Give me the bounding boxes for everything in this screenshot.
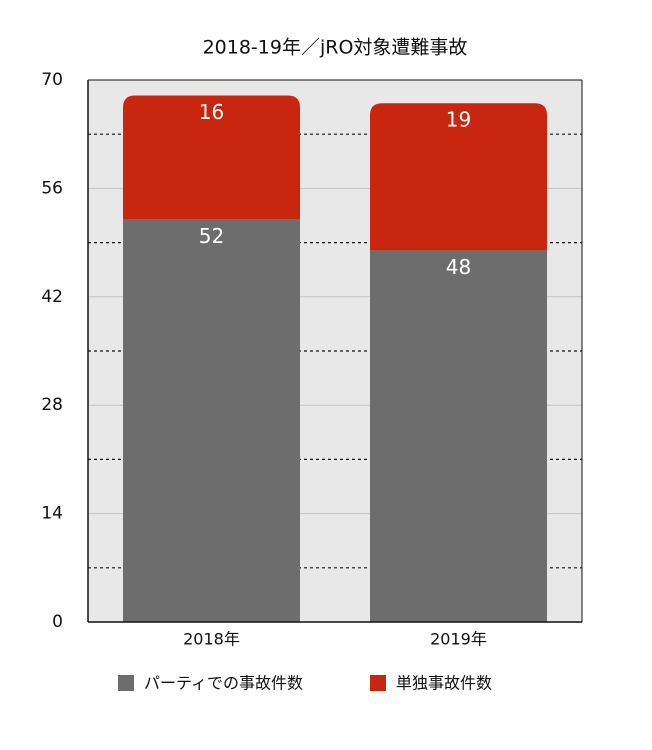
y-tick-label: 0 — [52, 612, 63, 632]
chart-title: 2018-19年／jRO対象遭難事故 — [203, 37, 468, 59]
value-label: 48 — [446, 255, 471, 279]
value-label: 19 — [446, 108, 471, 132]
value-label: 52 — [199, 224, 224, 248]
bar-segment — [370, 103, 547, 251]
y-tick-label: 56 — [41, 178, 63, 198]
y-tick-label: 70 — [41, 70, 63, 90]
legend-label: パーティでの事故件数 — [144, 674, 303, 693]
bar-segment — [123, 219, 300, 622]
y-tick-label: 14 — [41, 504, 63, 524]
y-tick-label: 42 — [41, 287, 63, 307]
x-tick-label: 2018年 — [183, 630, 240, 649]
value-label: 16 — [199, 100, 224, 124]
legend-swatch — [370, 675, 386, 691]
x-tick-label: 2019年 — [430, 630, 487, 649]
bar-segment — [123, 95, 300, 220]
legend-label: 単独事故件数 — [396, 674, 492, 693]
legend-swatch — [118, 675, 134, 691]
y-tick-label: 28 — [41, 395, 63, 415]
bar-segment — [370, 250, 547, 623]
